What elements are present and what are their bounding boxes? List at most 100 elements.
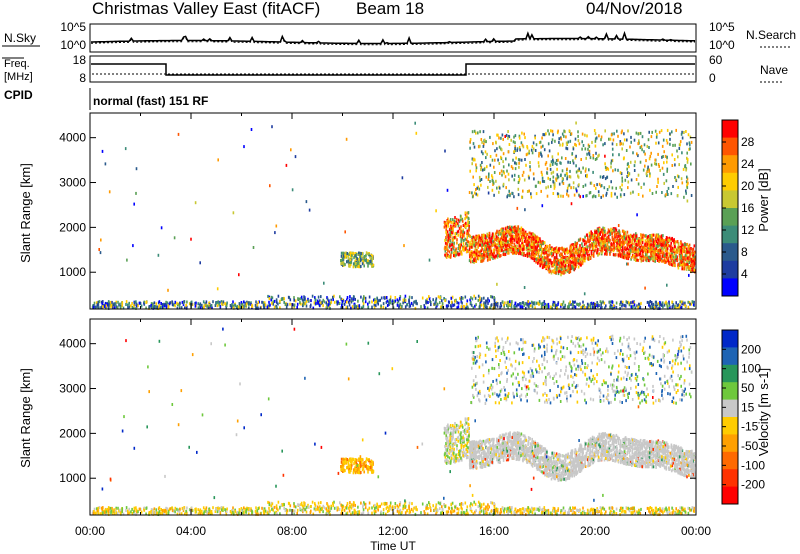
range-cell <box>451 231 454 235</box>
range-cell <box>526 152 529 156</box>
range-cell <box>500 136 502 140</box>
range-cell <box>552 192 555 195</box>
cpid-label: CPID <box>4 88 33 102</box>
range-cell <box>670 263 673 267</box>
range-cell <box>603 186 606 190</box>
range-cell <box>574 263 577 267</box>
range-cell <box>445 255 448 259</box>
range-cell <box>557 158 559 162</box>
range-cell <box>317 299 319 303</box>
range-cell <box>652 302 655 306</box>
range-cell <box>272 300 274 304</box>
range-cell <box>259 306 262 310</box>
range-cell <box>529 168 532 172</box>
range-cell <box>487 175 490 179</box>
range-cell <box>568 265 571 269</box>
range-cell <box>657 152 659 156</box>
range-cell <box>346 252 349 255</box>
range-cell <box>530 239 533 242</box>
range-cell <box>533 233 536 237</box>
range-cell <box>678 264 681 267</box>
range-cell <box>276 300 278 304</box>
range-cell <box>559 161 561 165</box>
range-cell <box>492 142 494 146</box>
range-cell <box>636 304 638 308</box>
range-cell <box>679 140 682 144</box>
range-cell <box>248 302 251 306</box>
range-cell <box>585 167 587 171</box>
range-cell <box>606 236 609 239</box>
range-cell <box>690 194 693 197</box>
range-cell <box>458 247 461 251</box>
range-cell <box>535 184 537 188</box>
range-cell <box>439 296 441 300</box>
range-cell <box>327 303 330 307</box>
range-cell <box>673 241 675 245</box>
range-cell <box>496 229 498 233</box>
range-cell <box>467 249 469 253</box>
colorbar-tick-label: 24 <box>741 157 755 171</box>
range-cell <box>582 239 585 243</box>
range-cell <box>622 255 625 259</box>
range-cell <box>561 262 563 266</box>
range-cell <box>581 305 584 309</box>
range-cell <box>655 190 657 194</box>
range-cell <box>477 245 479 249</box>
range-cell <box>268 300 270 304</box>
range-cell <box>633 138 636 142</box>
range-cell <box>562 258 564 262</box>
range-cell <box>520 252 522 255</box>
range-cell <box>513 237 515 240</box>
range-cell <box>567 267 570 271</box>
range-cell <box>500 248 503 252</box>
range-cell <box>598 134 600 138</box>
range-cell <box>693 264 695 268</box>
beam-label: Beam 18 <box>356 0 424 18</box>
range-cell <box>502 303 505 307</box>
range-cell <box>567 250 569 253</box>
range-cell <box>601 235 603 239</box>
range-cell <box>612 153 614 157</box>
range-cell <box>663 303 666 307</box>
range-cell <box>190 302 193 306</box>
range-cell <box>516 229 518 233</box>
range-cell <box>684 249 687 253</box>
range-cell <box>546 509 548 513</box>
range-cell <box>415 131 418 135</box>
range-cell <box>531 145 534 148</box>
range-cell <box>504 247 506 251</box>
range-cell <box>551 138 554 142</box>
range-cell <box>573 264 575 268</box>
range-cell <box>548 253 550 257</box>
range-cell <box>558 137 560 141</box>
range-cell <box>619 140 622 143</box>
range-cell <box>506 225 509 229</box>
range-cell <box>671 239 674 243</box>
range-cell <box>341 298 344 302</box>
range-cell <box>537 250 540 254</box>
y-tick-label: 3000 <box>59 176 86 190</box>
range-cell <box>575 245 577 249</box>
range-cell <box>254 303 257 307</box>
range-cell <box>510 245 513 249</box>
range-cell <box>515 232 517 236</box>
range-cell <box>348 509 351 513</box>
range-cell <box>615 186 617 190</box>
range-cell <box>481 236 483 240</box>
range-cell <box>664 154 667 158</box>
range-cell <box>475 252 478 256</box>
range-cell <box>498 136 500 140</box>
range-cell <box>557 301 560 305</box>
range-cell <box>593 194 595 198</box>
range-cell <box>354 254 356 258</box>
range-cell <box>176 301 178 305</box>
range-cell <box>448 228 451 232</box>
range-cell <box>579 252 581 256</box>
range-cell <box>454 224 457 228</box>
range-cell <box>658 243 661 247</box>
range-cell <box>649 248 652 252</box>
range-cell <box>450 230 453 234</box>
nsearch-tick-high: 10^5 <box>709 20 735 34</box>
range-cell <box>629 191 632 195</box>
range-cell <box>501 228 504 232</box>
